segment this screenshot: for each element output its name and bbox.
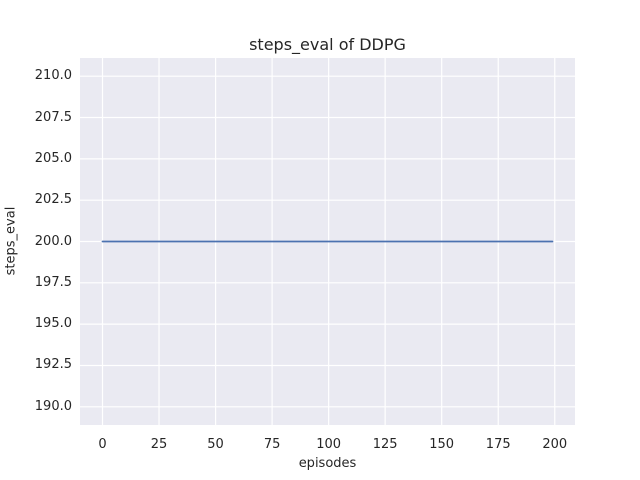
x-tick-label: 200 bbox=[542, 437, 568, 452]
x-tick-label: 25 bbox=[150, 437, 168, 452]
y-tick-label: 210.0 bbox=[34, 68, 72, 84]
x-tick-label: 75 bbox=[263, 437, 281, 452]
y-tick-label: 195.0 bbox=[34, 316, 72, 332]
x-tick-label: 50 bbox=[207, 437, 224, 452]
y-tick-label: 207.5 bbox=[34, 109, 72, 125]
x-tick-label: 100 bbox=[316, 437, 342, 452]
y-tick-label: 200.0 bbox=[34, 233, 72, 249]
y-tick-label: 197.5 bbox=[34, 274, 72, 290]
y-tick-label: 190.0 bbox=[34, 398, 72, 414]
plot-canvas bbox=[80, 58, 575, 425]
y-tick-label: 192.5 bbox=[34, 357, 72, 373]
x-axis-label: episodes bbox=[298, 456, 357, 471]
x-tick-label: 125 bbox=[372, 437, 398, 452]
chart-title: steps_eval of DDPG bbox=[249, 35, 406, 54]
y-tick-label: 205.0 bbox=[34, 150, 72, 166]
x-tick-label: 0 bbox=[98, 437, 107, 452]
plot-area bbox=[80, 58, 575, 425]
y-tick-label: 202.5 bbox=[34, 192, 72, 208]
x-tick-label: 150 bbox=[429, 437, 455, 452]
x-tick-label: 175 bbox=[485, 437, 511, 452]
